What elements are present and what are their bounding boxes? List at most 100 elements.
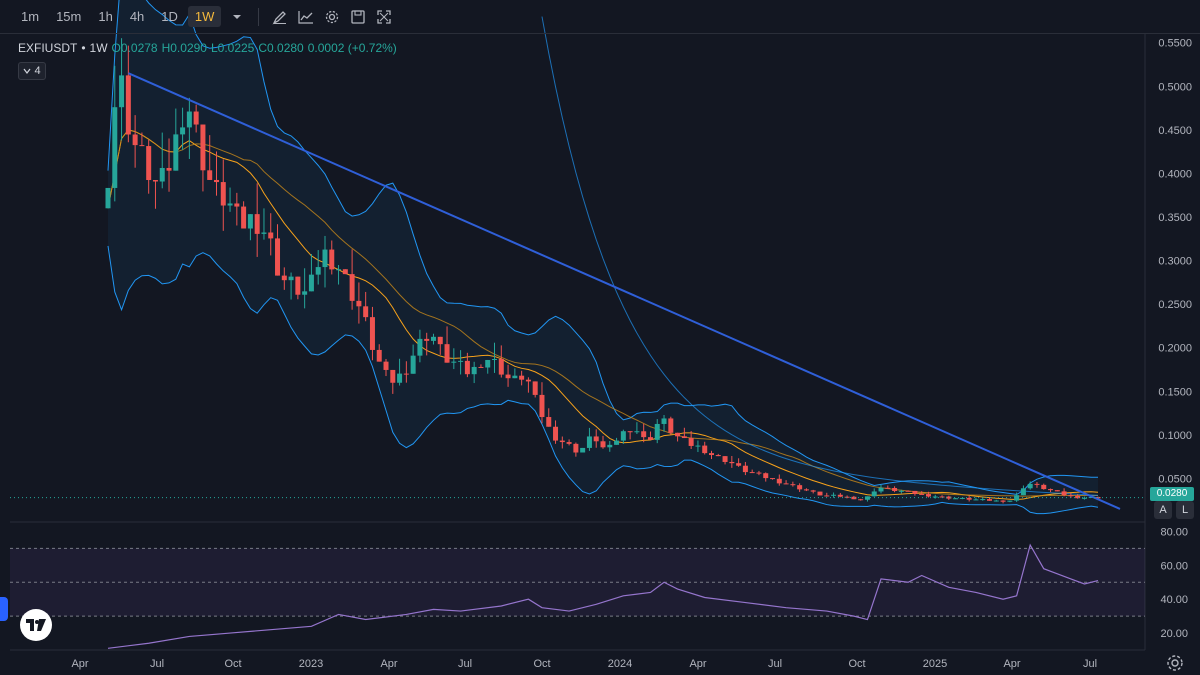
candle-body: [797, 485, 803, 490]
candle-body: [525, 379, 531, 382]
candle-body: [173, 134, 179, 171]
rsi-line: [107, 543, 1099, 649]
candle-body: [1020, 488, 1026, 496]
indicators-icon[interactable]: [293, 4, 319, 30]
chevron-down-icon: [23, 68, 31, 74]
candle-body: [464, 360, 470, 375]
candle-body: [634, 431, 640, 433]
candle-body: [681, 436, 687, 439]
legend-separator: •: [81, 41, 86, 55]
candle-body: [1041, 484, 1047, 490]
time-axis-tick: Apr: [689, 658, 706, 670]
candle-body: [620, 431, 626, 441]
save-icon[interactable]: [345, 4, 371, 30]
rsi-axis-tick: 20.00: [1160, 628, 1188, 640]
bollinger-upper-line: [107, 0, 1099, 495]
candle-body: [756, 472, 762, 474]
price-axis-tick: 0.3500: [1158, 212, 1192, 224]
time-axis-tick: 2025: [923, 658, 947, 670]
candle-body: [702, 445, 708, 454]
candle-body: [864, 496, 870, 500]
candle-body: [959, 497, 965, 499]
candle-body: [661, 418, 667, 424]
candle-body: [939, 496, 945, 498]
top-toolbar: 1m 15m 1h 4h 1D 1W: [0, 0, 1200, 34]
auto-scale-button[interactable]: A: [1154, 501, 1172, 519]
candle-body: [1075, 495, 1081, 499]
candle-body: [851, 496, 857, 500]
candle-body: [329, 249, 335, 270]
candle-body: [1061, 491, 1067, 496]
candle-body: [817, 491, 823, 496]
candle-body: [627, 431, 633, 433]
candle-body: [200, 124, 206, 171]
candle-body: [403, 373, 409, 375]
timeframe-15m[interactable]: 15m: [56, 9, 82, 24]
candle-body: [539, 394, 545, 418]
candle-body: [275, 238, 281, 276]
candle-body: [1048, 489, 1054, 491]
candle-body: [112, 107, 118, 188]
legend-high: H0.0290: [161, 41, 207, 55]
candle-body: [458, 360, 464, 362]
timeframe-1d[interactable]: 1D: [161, 9, 178, 24]
candle-body: [390, 369, 396, 383]
candle-body: [736, 463, 742, 466]
candle-body: [722, 456, 728, 462]
draw-icon[interactable]: [267, 4, 293, 30]
price-axis-area: [1145, 34, 1200, 675]
symbol-legend: EXFIUSDT • 1W O0.0278 H0.0290 L0.0225 C0…: [18, 41, 397, 55]
candle-body: [430, 336, 436, 341]
candle-body: [586, 436, 592, 448]
fullscreen-icon[interactable]: [371, 4, 397, 30]
symbol-name[interactable]: EXFIUSDT: [18, 41, 78, 55]
candle-body: [953, 498, 959, 500]
candle-body: [803, 489, 809, 491]
candle-body: [675, 432, 681, 437]
candle-body: [973, 499, 979, 501]
time-axis-tick: Jul: [1083, 658, 1097, 670]
legend-open: O0.0278: [111, 41, 158, 55]
candle-body: [485, 359, 491, 368]
price-axis-tick: 0.2000: [1158, 343, 1192, 355]
legend-low: L0.0225: [210, 41, 255, 55]
candle-body: [444, 344, 450, 363]
timeframe-4h[interactable]: 4h: [129, 9, 145, 24]
candle-body: [925, 494, 931, 497]
candle-body: [824, 495, 830, 497]
legend-close: C0.0280: [258, 41, 304, 55]
candle-body: [844, 496, 850, 498]
candle-body: [905, 490, 911, 492]
candle-body: [573, 443, 579, 453]
indicator-toggle[interactable]: 4: [18, 62, 46, 80]
time-axis-tick: Jul: [768, 658, 782, 670]
timeframe-1h[interactable]: 1h: [98, 9, 113, 24]
candle-body: [668, 418, 674, 433]
candle-body: [512, 375, 518, 379]
candle-body: [532, 381, 538, 395]
candle-body: [987, 499, 993, 501]
chevron-down-icon[interactable]: [224, 4, 250, 30]
candle-body: [498, 358, 504, 375]
candle-body: [763, 473, 769, 479]
settings-icon[interactable]: [319, 4, 345, 30]
candle-body: [342, 269, 348, 275]
candle-body: [708, 453, 714, 456]
tradingview-logo-icon[interactable]: [20, 609, 52, 641]
timeframe-1m[interactable]: 1m: [21, 9, 40, 24]
candle-body: [892, 488, 898, 491]
time-axis-tick: Apr: [1003, 658, 1020, 670]
candle-body: [505, 374, 511, 379]
candle-body: [980, 499, 986, 501]
candle-body: [268, 232, 274, 239]
sidebar-toggle[interactable]: [0, 597, 8, 621]
candle-body: [898, 490, 904, 492]
timeframe-1w[interactable]: 1W: [187, 6, 222, 27]
candle-body: [152, 180, 158, 182]
candle-body: [1027, 483, 1033, 489]
log-scale-button[interactable]: L: [1176, 501, 1194, 519]
candle-body: [749, 472, 755, 474]
gear-icon[interactable]: [1165, 653, 1185, 673]
candle-body: [397, 373, 403, 383]
